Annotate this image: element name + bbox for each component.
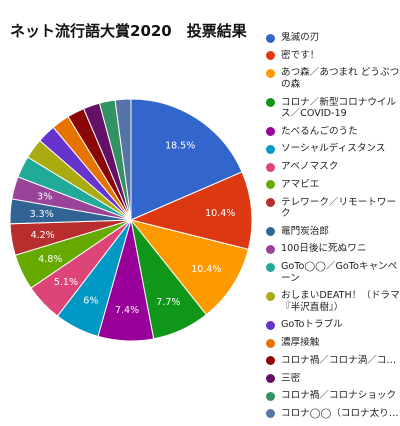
legend-label: 濃厚接触 bbox=[281, 337, 320, 349]
legend-swatch bbox=[266, 162, 275, 172]
legend-label: あつ森／あつまれ どうぶつの森 bbox=[281, 67, 400, 90]
legend-label: たべるんごのうた bbox=[281, 125, 358, 137]
slice-data-label: 18.5% bbox=[165, 141, 195, 152]
legend-swatch bbox=[266, 227, 275, 237]
legend-label: コロナ／新型コロナウイルス／COVID-19 bbox=[281, 96, 397, 120]
slice-data-label: 4.2% bbox=[31, 230, 55, 241]
slice-data-label: 7.7% bbox=[156, 297, 180, 308]
chart-title: ネット流行語大賞2020 投票結果 bbox=[10, 22, 247, 40]
slice-data-label: 5.1% bbox=[54, 277, 78, 288]
legend-item: GoToトラブル bbox=[266, 319, 400, 331]
legend-label: アベノマスク bbox=[281, 161, 339, 173]
legend-item: GoTo◯◯／GoToキャンペーン bbox=[266, 261, 400, 284]
legend-item: アベノマスク bbox=[266, 161, 400, 173]
legend-swatch bbox=[266, 180, 275, 190]
legend-item: ソーシャルディスタンス bbox=[266, 143, 400, 155]
legend-label: テレワーク／リモートワーク bbox=[281, 196, 397, 220]
legend-label: 密です！ bbox=[281, 49, 320, 61]
legend-swatch bbox=[266, 320, 275, 330]
legend-item: アマビエ bbox=[266, 179, 400, 191]
legend-label: コロナ禍／コロナショック bbox=[281, 390, 397, 402]
pie-slice bbox=[114, 98, 132, 221]
legend-label: おしまいDEATH！（ドラマ『半沢直樹』） bbox=[281, 290, 400, 313]
chart-legend: 鬼滅の刃密です！ あつ森／あつまれ どうぶつの森 コロナ／新型コロナウイルス／COV… bbox=[266, 32, 400, 426]
legend-item: 竈門炭治郎 bbox=[266, 226, 400, 238]
legend-item: テレワーク／リモートワーク bbox=[266, 197, 400, 220]
legend-item: 濃厚接触 bbox=[266, 337, 400, 349]
legend-item: あつ森／あつまれ どうぶつの森 bbox=[266, 67, 400, 90]
legend-label: コロナ◯◯（コロナ太り… bbox=[281, 407, 399, 419]
legend-item: おしまいDEATH！（ドラマ『半沢直樹』） bbox=[266, 290, 400, 313]
legend-swatch bbox=[266, 262, 275, 272]
legend-swatch bbox=[266, 244, 275, 254]
legend-item: コロナ禍／コロナショック bbox=[266, 390, 400, 402]
slice-data-label: 4.8% bbox=[38, 254, 62, 265]
legend-swatch bbox=[266, 68, 275, 78]
legend-item: 密です！ bbox=[266, 50, 400, 62]
legend-item: 100日後に死ぬワニ bbox=[266, 243, 400, 255]
legend-swatch bbox=[266, 127, 275, 137]
legend-label: 三密 bbox=[281, 372, 301, 384]
legend-item: 三密 bbox=[266, 373, 400, 385]
pie-slice bbox=[129, 171, 253, 250]
legend-item: コロナ／新型コロナウイルス／COVID-19 bbox=[266, 97, 400, 120]
legend-swatch bbox=[266, 391, 275, 401]
legend-swatch bbox=[266, 33, 275, 43]
legend-swatch bbox=[266, 51, 275, 61]
legend-swatch bbox=[266, 374, 275, 383]
slice-data-label: 10.4% bbox=[191, 264, 221, 275]
legend-swatch bbox=[266, 356, 275, 366]
legend-label: コロナ禍／コロナ渦／コ… bbox=[281, 354, 397, 366]
legend-label: 100日後に死ぬワニ bbox=[281, 243, 367, 255]
legend-label: ソーシャルディスタンス bbox=[281, 143, 386, 155]
slice-data-label: 3% bbox=[37, 192, 52, 203]
slice-data-label: 6% bbox=[83, 296, 98, 307]
pie-slice bbox=[129, 219, 249, 316]
legend-label: アマビエ bbox=[281, 178, 320, 190]
legend-swatch bbox=[266, 338, 275, 348]
legend-label: GoTo◯◯／GoToキャンペーン bbox=[281, 261, 398, 284]
legend-item: コロナ◯◯（コロナ太り… bbox=[266, 408, 400, 420]
legend-label: GoToトラブル bbox=[281, 319, 343, 331]
legend-swatch bbox=[266, 198, 275, 207]
legend-swatch bbox=[266, 98, 275, 108]
pie-slice bbox=[130, 98, 243, 221]
legend-swatch bbox=[266, 409, 275, 419]
legend-label: 竈門炭治郎 bbox=[281, 225, 329, 237]
pie-chart: 18.5% 10.4% 10.4% 7.7% 7.4% 6% 5.1% 4.8% 4.2% 3.3… bbox=[9, 98, 253, 342]
legend-swatch bbox=[266, 144, 275, 154]
legend-item: 鬼滅の刃 bbox=[266, 32, 400, 44]
slice-data-label: 3.3% bbox=[30, 209, 54, 220]
slice-data-label: 10.4% bbox=[205, 208, 235, 219]
legend-swatch bbox=[266, 291, 275, 301]
legend-item: コロナ禍／コロナ渦／コ… bbox=[266, 355, 400, 367]
legend-item: たべるんごのうた bbox=[266, 126, 400, 138]
legend-label: 鬼滅の刃 bbox=[281, 32, 320, 43]
slice-data-label: 7.4% bbox=[115, 305, 139, 316]
